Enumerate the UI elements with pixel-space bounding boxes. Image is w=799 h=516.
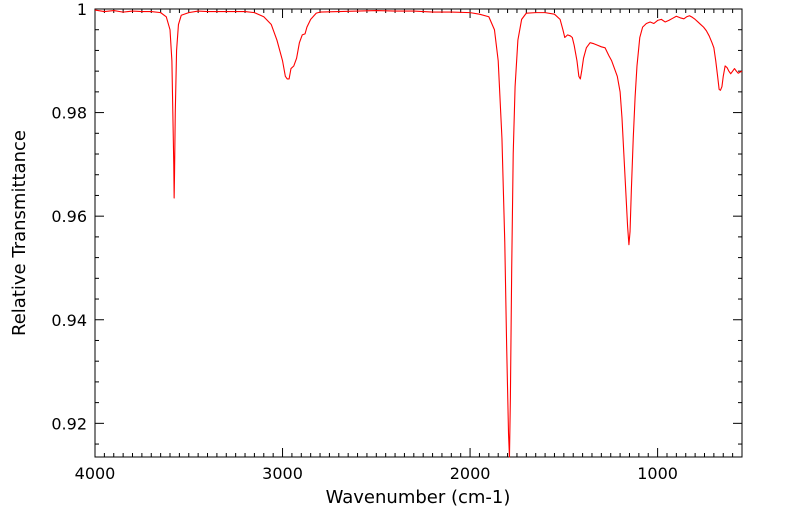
- plot-area: [94, 8, 743, 458]
- x-tick-label: 3000: [262, 464, 303, 483]
- x-minor-ticks: [103, 9, 743, 457]
- x-axis-ticks: 4000 3000 2000 1000: [75, 9, 678, 483]
- y-tick-label: 0.92: [51, 414, 87, 433]
- y-minor-ticks: [95, 29, 742, 445]
- series-layer: [94, 9, 743, 458]
- x-axis-label: Wavenumber (cm-1): [326, 487, 511, 508]
- spectrum-line-series-0: [94, 9, 743, 458]
- y-axis-label: Relative Transmittance: [9, 130, 30, 336]
- y-tick-label: 0.98: [51, 104, 87, 123]
- x-tick-label: 4000: [75, 464, 116, 483]
- x-tick-label: 1000: [637, 464, 678, 483]
- y-tick-label: 0.94: [51, 311, 87, 330]
- y-axis-ticks: 0.92 0.94 0.96 0.98 1: [51, 0, 742, 433]
- y-tick-label: 0.96: [51, 207, 87, 226]
- x-tick-label: 2000: [450, 464, 491, 483]
- y-tick-label: 1: [77, 0, 87, 19]
